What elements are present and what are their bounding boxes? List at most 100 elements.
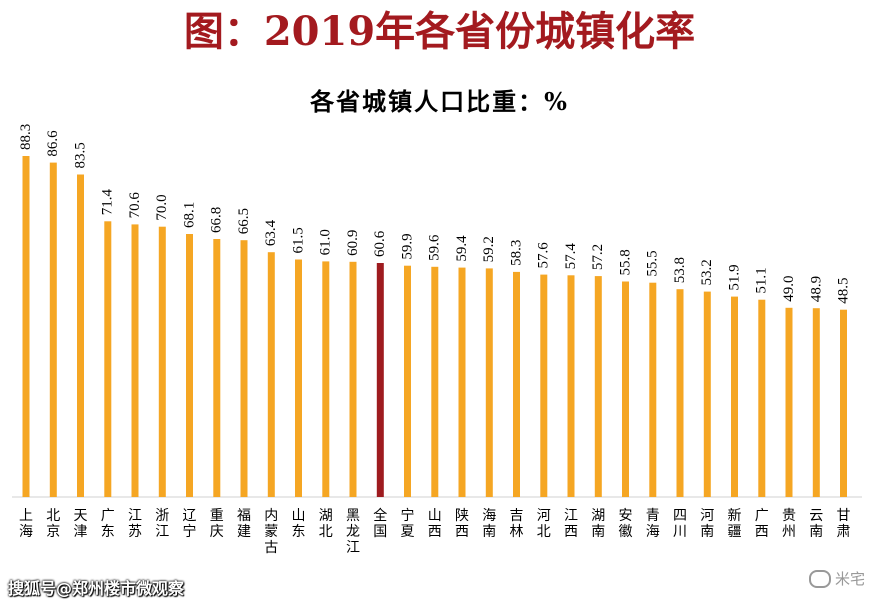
bar-陕西	[458, 267, 466, 497]
category-label-广东: 广东	[101, 508, 115, 540]
value-label-内蒙古: 63.4	[263, 219, 279, 246]
value-label-上海: 88.3	[18, 124, 34, 150]
value-label-黑龙江: 60.9	[345, 230, 361, 256]
bar-新疆	[731, 296, 738, 497]
value-label-江西: 57.4	[563, 243, 579, 270]
category-label-河南: 河南	[700, 508, 714, 540]
category-label-湖南: 湖南	[591, 508, 605, 540]
category-label-青海: 青海	[646, 508, 660, 540]
watermark-logo-text: 米宅	[834, 570, 865, 588]
category-label-四川: 四川	[673, 508, 687, 540]
value-label-青海: 55.5	[645, 250, 661, 276]
bar-安徽	[622, 281, 629, 497]
value-label-江苏: 70.6	[127, 192, 143, 219]
bar-重庆	[213, 239, 221, 497]
bar-吉林	[513, 271, 520, 497]
value-label-福建: 66.5	[236, 208, 252, 234]
bar-山西	[431, 266, 439, 497]
category-label-江西: 江西	[564, 508, 578, 540]
category-label-新疆: 新疆	[728, 508, 742, 540]
bar-甘肃	[840, 309, 847, 497]
category-label-山东: 山东	[292, 508, 306, 540]
value-label-吉林: 58.3	[509, 240, 525, 266]
category-label-海南: 海南	[482, 508, 496, 540]
category-label-甘肃: 甘肃	[837, 508, 851, 540]
value-label-云南: 48.9	[808, 276, 824, 302]
bar-浙江	[158, 226, 166, 497]
value-label-广东: 71.4	[100, 189, 116, 216]
value-label-四川: 53.8	[672, 257, 688, 283]
category-label-安徽: 安徽	[619, 508, 633, 540]
category-label-陕西: 陕西	[455, 508, 469, 540]
bar-湖北	[322, 261, 330, 497]
bar-内蒙古	[267, 252, 275, 497]
value-label-浙江: 70.0	[154, 194, 170, 220]
category-label-天津: 天津	[74, 508, 88, 540]
value-label-湖南: 57.2	[590, 244, 606, 270]
category-label-山西: 山西	[428, 508, 442, 540]
page-title: 图：2019年各省份城镇化率	[183, 8, 696, 55]
watermark-text: 搜狐号@郑州楼市微观察	[8, 579, 185, 598]
value-label-安徽: 55.8	[618, 249, 634, 275]
category-label-宁夏: 宁夏	[401, 507, 415, 540]
category-label-吉林: 吉林	[510, 508, 524, 540]
category-label-内蒙古: 内蒙古	[264, 508, 278, 556]
value-label-天津: 83.5	[73, 142, 89, 168]
bar-贵州	[785, 307, 793, 497]
bar-河南	[703, 291, 711, 497]
value-label-海南: 59.2	[481, 236, 497, 262]
wechat-icon	[808, 569, 831, 588]
bar-广东	[104, 221, 112, 498]
bar-江苏	[131, 224, 139, 497]
bar-江西	[567, 275, 575, 497]
bar-宁夏	[404, 265, 411, 497]
bar-海南	[485, 268, 493, 497]
bar-河北	[540, 274, 548, 497]
category-label-福建: 福建	[237, 508, 251, 540]
value-label-重庆: 66.8	[209, 207, 225, 233]
value-label-全国: 60.6	[372, 230, 388, 257]
category-label-云南: 云南	[809, 508, 823, 540]
value-label-河南: 53.2	[699, 259, 715, 285]
bar-湖南	[594, 276, 602, 497]
bar-北京	[49, 162, 57, 497]
category-label-江苏: 江苏	[128, 508, 142, 540]
category-label-全国: 全国	[373, 507, 387, 540]
category-label-浙江: 浙江	[155, 508, 169, 540]
bar-全国	[376, 263, 384, 497]
category-label-辽宁: 辽宁	[183, 508, 197, 540]
bar-青海	[649, 282, 657, 497]
category-label-黑龙江: 黑龙江	[346, 508, 360, 556]
value-label-贵州: 49.0	[781, 276, 797, 302]
bar-黑龙江	[349, 261, 357, 497]
value-label-北京: 86.6	[45, 130, 61, 157]
chart-title: 各省城镇人口比重：%	[310, 87, 569, 116]
value-label-河北: 57.6	[536, 242, 552, 269]
bar-天津	[77, 174, 84, 497]
value-label-湖北: 61.0	[318, 229, 334, 255]
category-label-重庆: 重庆	[210, 508, 224, 540]
bar-辽宁	[186, 234, 193, 497]
category-label-北京: 北京	[46, 508, 60, 540]
value-label-新疆: 51.9	[727, 264, 743, 290]
bar-山东	[295, 259, 302, 497]
bar-云南	[812, 308, 820, 497]
watermark-logo: 米宅	[808, 568, 865, 589]
value-label-广西: 51.1	[754, 267, 770, 293]
value-label-辽宁: 68.1	[182, 202, 198, 228]
category-label-河北: 河北	[537, 508, 551, 540]
category-label-广西: 广西	[755, 508, 769, 540]
value-label-山东: 61.5	[291, 227, 307, 253]
bar-上海	[22, 156, 30, 497]
bar-福建	[240, 240, 248, 497]
value-label-宁夏: 59.9	[400, 233, 416, 259]
value-label-甘肃: 48.5	[836, 277, 852, 303]
value-label-山西: 59.6	[427, 234, 443, 261]
category-label-上海: 上海	[19, 508, 33, 540]
category-label-湖北: 湖北	[319, 508, 333, 540]
bar-四川	[676, 289, 684, 497]
category-label-贵州: 贵州	[782, 508, 796, 540]
bar-广西	[758, 299, 766, 497]
value-label-陕西: 59.4	[454, 235, 470, 262]
